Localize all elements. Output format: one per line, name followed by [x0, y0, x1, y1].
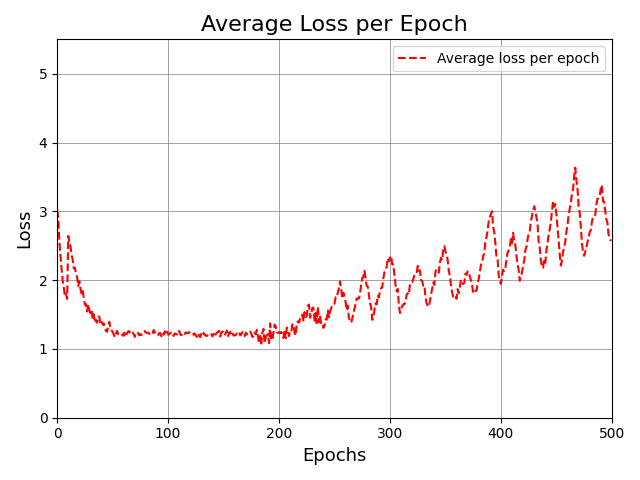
- Average loss per epoch: [572, 165, 579, 170]
- Average loss per epoch: [596, 194, 604, 200]
- Average loss per epoch: [317, 321, 325, 326]
- Y-axis label: Loss: Loss: [15, 209, 33, 248]
- Line: Average loss per epoch: Average loss per epoch: [57, 168, 611, 344]
- Average loss per epoch: [508, 240, 516, 246]
- Average loss per epoch: [257, 341, 265, 347]
- Average loss per epoch: [384, 255, 392, 261]
- Title: Average Loss per Epoch: Average Loss per Epoch: [201, 15, 468, 35]
- X-axis label: Epochs: Epochs: [302, 447, 367, 465]
- Average loss per epoch: [354, 296, 362, 301]
- Legend: Average loss per epoch: Average loss per epoch: [392, 46, 605, 72]
- Average loss per epoch: [53, 207, 61, 213]
- Average loss per epoch: [321, 323, 328, 329]
- Average loss per epoch: [607, 238, 614, 244]
